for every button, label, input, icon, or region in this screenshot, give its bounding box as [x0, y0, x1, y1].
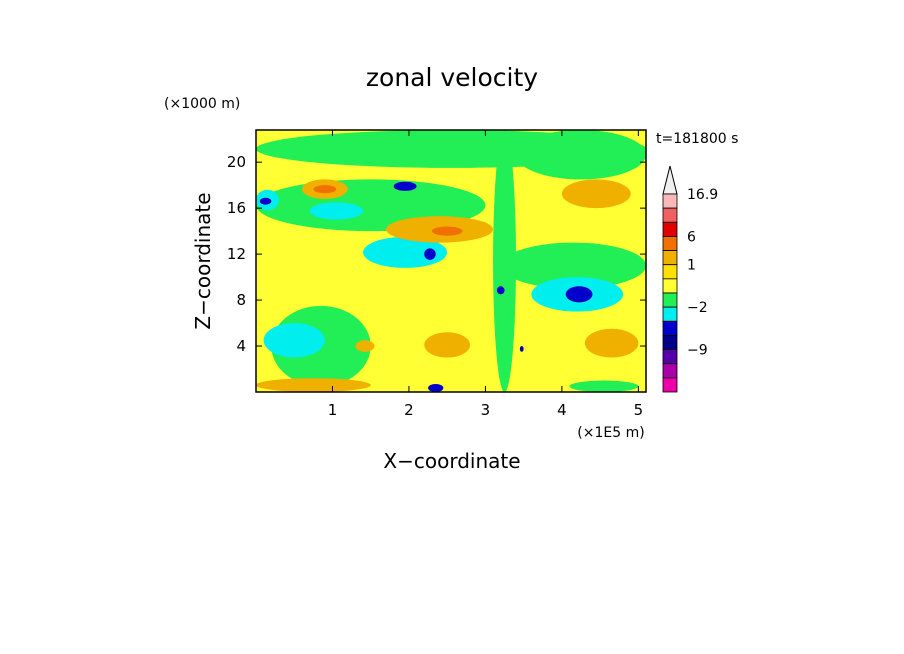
contour-region: [393, 181, 417, 191]
contour-region: [424, 248, 436, 260]
colorbar-swatch: [662, 250, 678, 266]
y-tick-label: 20: [227, 153, 246, 171]
contour-region: [431, 226, 463, 236]
contour-region: [519, 346, 524, 352]
contour-region: [561, 179, 631, 209]
contour-region: [256, 378, 371, 392]
contour-region: [569, 380, 639, 393]
colorbar-label: 16.9: [687, 187, 718, 203]
colorbar-swatch: [662, 278, 678, 294]
y-unit-label: (×1000 m): [164, 96, 240, 112]
colorbar-label: −9: [687, 343, 708, 359]
x-axis-title: X−coordinate: [383, 449, 520, 473]
contour-region: [355, 340, 375, 352]
colorbar-label: 1: [687, 258, 696, 274]
colorbar-swatch: [662, 193, 678, 209]
colorbar-swatch: [662, 236, 678, 251]
colorbar-label: −2: [687, 300, 708, 316]
colorbar-swatch: [662, 264, 678, 280]
time-label: t=181800 s: [656, 131, 738, 147]
colorbar-swatch: [662, 221, 678, 237]
contour-region: [565, 286, 593, 303]
y-axis: 4 8 12 16 20: [227, 153, 646, 355]
colorbar-swatch: [662, 363, 678, 379]
colorbar-swatch: [662, 306, 678, 322]
colorbar-swatch: [662, 320, 678, 336]
contour-region: [493, 130, 516, 392]
colorbar-swatch: [662, 292, 678, 308]
y-tick-label: 8: [236, 291, 246, 309]
contour-region: [424, 332, 471, 358]
x-tick-label: 1: [328, 401, 338, 419]
x-axis: 1 2 3 4 5: [328, 130, 643, 419]
contour-region: [500, 242, 646, 289]
colorbar-label: 6: [687, 229, 696, 245]
contour-region: [428, 383, 444, 392]
colorbar-swatch: [662, 349, 678, 365]
colorbar-swatch: [662, 377, 678, 393]
contour-region: [313, 185, 337, 194]
x-tick-label: 5: [634, 401, 644, 419]
colorbar-swatch: [662, 335, 678, 350]
chart-title: zonal velocity: [366, 63, 538, 92]
contour-region: [263, 323, 325, 358]
contour-region: [584, 328, 639, 358]
contour-region: [496, 286, 505, 295]
colorbar-swatch: [662, 207, 678, 223]
x-unit-label: (×1E5 m): [577, 425, 644, 441]
contour-region: [256, 130, 646, 168]
colorbar: 16.9 6 1 −2 −9: [662, 165, 718, 393]
x-tick-label: 3: [481, 401, 491, 419]
contour-region: [309, 202, 364, 220]
y-tick-label: 16: [227, 199, 246, 217]
plot-frame: [255, 129, 647, 393]
y-tick-label: 4: [236, 337, 246, 355]
y-tick-label: 12: [227, 245, 246, 263]
x-tick-label: 2: [404, 401, 414, 419]
contour-region: [259, 197, 272, 205]
y-axis-title: Z−coordinate: [191, 192, 215, 329]
heatmap-plot: [256, 130, 646, 393]
contour-region: [363, 236, 448, 268]
x-tick-label: 4: [557, 401, 567, 419]
colorbar-arrow: [662, 165, 678, 195]
